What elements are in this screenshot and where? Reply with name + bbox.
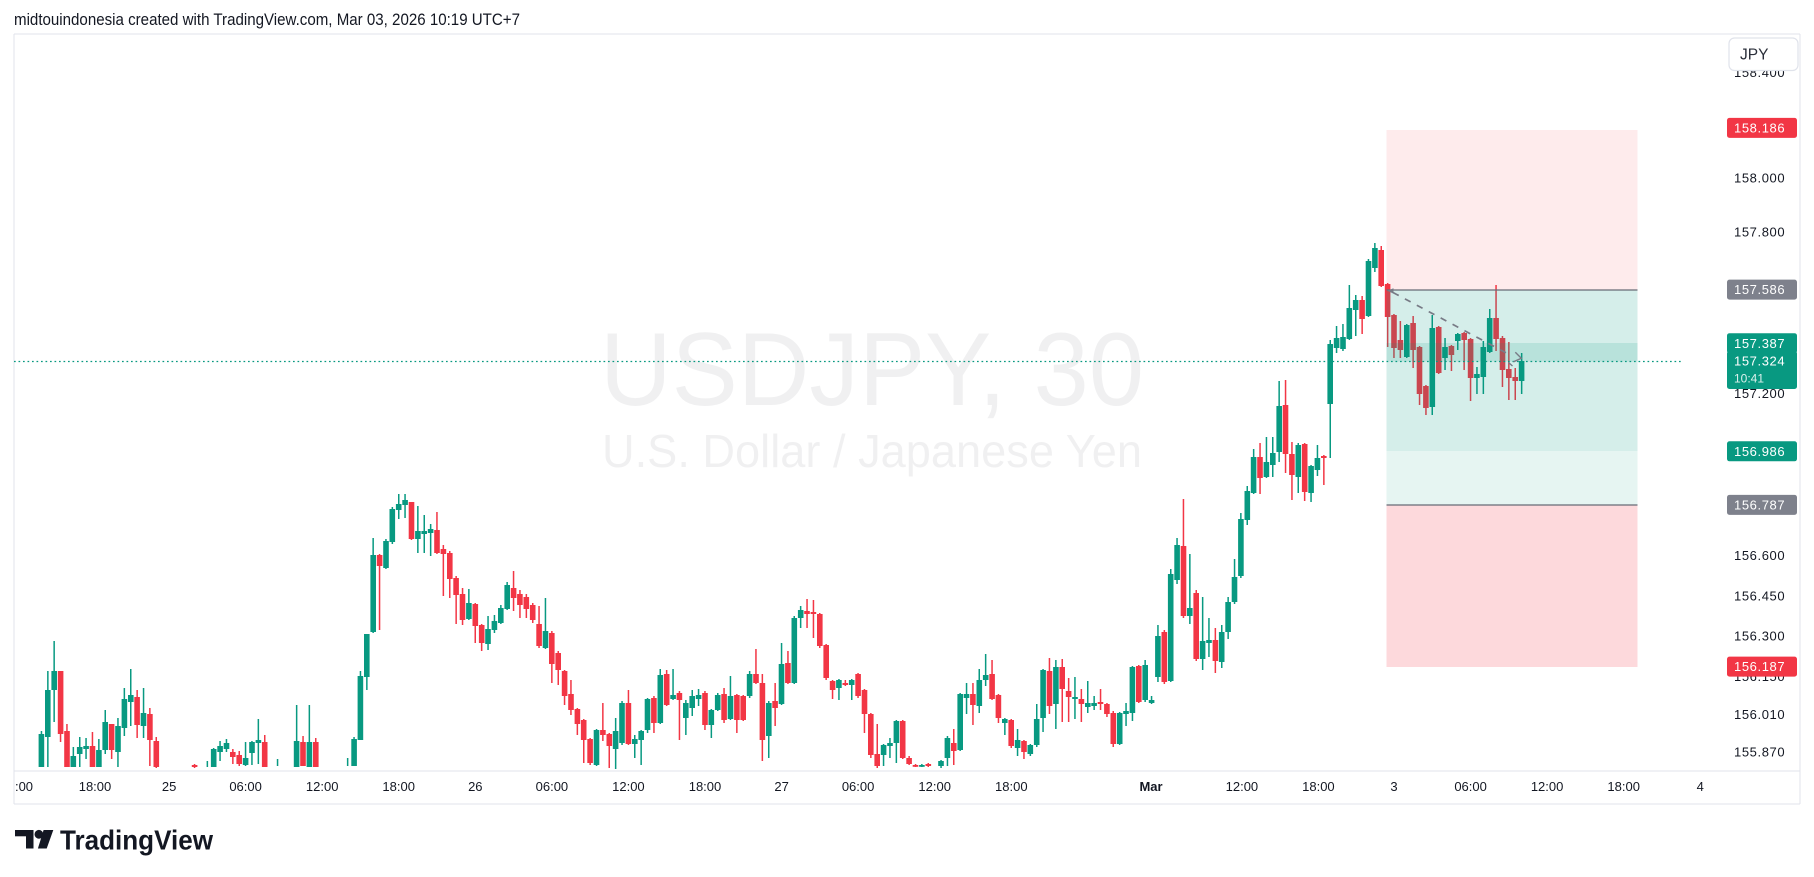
svg-text:157.586: 157.586 xyxy=(1734,282,1785,297)
svg-text::00: :00 xyxy=(15,779,33,794)
svg-text:12:00: 12:00 xyxy=(306,779,339,794)
svg-text:06:00: 06:00 xyxy=(536,779,569,794)
svg-text:midtouindonesia created with T: midtouindonesia created with TradingView… xyxy=(14,11,520,29)
svg-text:157.200: 157.200 xyxy=(1734,386,1785,401)
svg-text:27: 27 xyxy=(774,779,788,794)
svg-text:TradingView: TradingView xyxy=(60,825,213,856)
svg-text:4: 4 xyxy=(1697,779,1704,794)
svg-text:Mar: Mar xyxy=(1139,779,1162,794)
svg-text:12:00: 12:00 xyxy=(918,779,951,794)
svg-text:18:00: 18:00 xyxy=(995,779,1028,794)
svg-text:18:00: 18:00 xyxy=(1302,779,1335,794)
svg-text:USDJPY, 30: USDJPY, 30 xyxy=(600,312,1144,428)
svg-text:06:00: 06:00 xyxy=(229,779,262,794)
svg-text:06:00: 06:00 xyxy=(842,779,875,794)
svg-text:157.387: 157.387 xyxy=(1734,336,1785,351)
svg-text:157.324: 157.324 xyxy=(1734,353,1785,368)
svg-text:10:41: 10:41 xyxy=(1734,372,1764,386)
svg-text:156.187: 156.187 xyxy=(1734,659,1785,674)
svg-text:156.986: 156.986 xyxy=(1734,444,1785,459)
svg-text:156.787: 156.787 xyxy=(1734,498,1785,513)
svg-text:12:00: 12:00 xyxy=(612,779,645,794)
svg-text:3: 3 xyxy=(1390,779,1397,794)
svg-text:26: 26 xyxy=(468,779,482,794)
svg-text:12:00: 12:00 xyxy=(1226,779,1259,794)
svg-text:156.600: 156.600 xyxy=(1734,548,1785,563)
svg-text:12:00: 12:00 xyxy=(1531,779,1564,794)
svg-text:158.186: 158.186 xyxy=(1734,121,1785,136)
svg-text:U.S. Dollar / Japanese Yen: U.S. Dollar / Japanese Yen xyxy=(602,425,1142,477)
svg-text:18:00: 18:00 xyxy=(382,779,415,794)
svg-text:157.800: 157.800 xyxy=(1734,225,1785,240)
svg-text:155.870: 155.870 xyxy=(1734,745,1785,760)
svg-text:18:00: 18:00 xyxy=(1607,779,1640,794)
svg-text:158.000: 158.000 xyxy=(1734,171,1785,186)
svg-text:25: 25 xyxy=(162,779,176,794)
svg-text:18:00: 18:00 xyxy=(689,779,722,794)
svg-text:06:00: 06:00 xyxy=(1454,779,1487,794)
svg-text:156.300: 156.300 xyxy=(1734,629,1785,644)
svg-text:JPY: JPY xyxy=(1740,47,1768,64)
svg-text:156.010: 156.010 xyxy=(1734,707,1785,722)
svg-text:18:00: 18:00 xyxy=(79,779,112,794)
svg-text:156.450: 156.450 xyxy=(1734,588,1785,603)
